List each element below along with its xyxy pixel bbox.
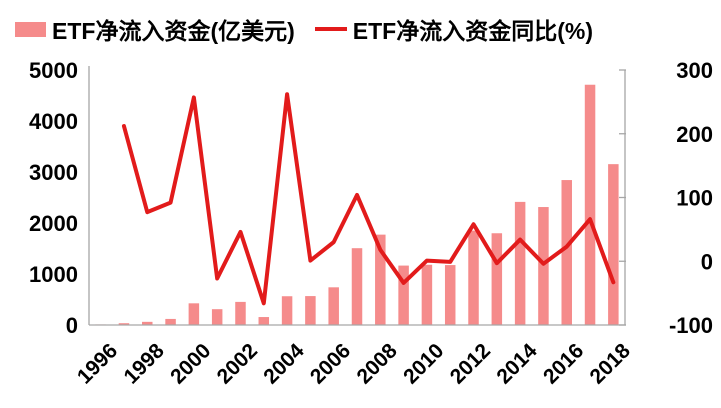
yoy-line bbox=[121, 92, 616, 306]
left-axis-label-2000: 2000 bbox=[29, 211, 78, 236]
bar-series-swatch-icon bbox=[15, 21, 46, 37]
bar-2006 bbox=[328, 287, 339, 325]
bar-2017 bbox=[584, 84, 596, 325]
line-series-swatch-icon bbox=[314, 27, 347, 31]
bar-2010 bbox=[421, 264, 433, 325]
bar-1998 bbox=[142, 321, 153, 325]
bar-series-label: ETF净流入资金(亿美元) bbox=[52, 18, 295, 44]
bar-2016 bbox=[561, 180, 572, 325]
x-axis-label-2010: 2010 bbox=[399, 339, 448, 388]
bar-2011 bbox=[444, 265, 456, 325]
x-axis-label-2004: 2004 bbox=[259, 339, 309, 389]
bar-2004 bbox=[281, 296, 293, 325]
left-axis-label-1000: 1000 bbox=[29, 262, 78, 287]
x-axis-label-2006: 2006 bbox=[306, 339, 355, 388]
bar-2005 bbox=[305, 296, 316, 325]
x-axis-label-2012: 2012 bbox=[446, 339, 495, 388]
bar-2001 bbox=[211, 309, 223, 325]
bar-2018 bbox=[608, 164, 619, 325]
right-axis-label--100: -100 bbox=[669, 313, 713, 338]
bar-2002 bbox=[235, 301, 246, 325]
chart-legend: ETF净流入资金(亿美元) ETF净流入资金同比(%) bbox=[15, 12, 721, 46]
bar-2013 bbox=[491, 233, 503, 325]
x-axis-label-2016: 2016 bbox=[539, 339, 588, 388]
line-series-label: ETF净流入资金同比(%) bbox=[352, 18, 593, 44]
left-axis-label-5000: 5000 bbox=[29, 58, 78, 83]
x-axis-label-2008: 2008 bbox=[353, 339, 403, 389]
bar-2008 bbox=[375, 234, 386, 325]
bar-2000 bbox=[188, 303, 200, 325]
left-axis-label-4000: 4000 bbox=[29, 109, 78, 134]
left-axis-label-0: 0 bbox=[66, 313, 78, 338]
x-axis-label-2002: 2002 bbox=[213, 339, 262, 388]
right-axis-label-0: 0 bbox=[701, 249, 713, 274]
x-axis-label-1998: 1998 bbox=[119, 339, 169, 389]
bar-2014 bbox=[514, 201, 526, 325]
x-axis-label-2000: 2000 bbox=[166, 339, 215, 388]
right-axis-label-200: 200 bbox=[676, 122, 713, 147]
bar-2007 bbox=[351, 248, 363, 325]
bar-1999 bbox=[165, 318, 176, 325]
legend-item-line-series: ETF净流入资金同比(%) bbox=[314, 12, 593, 46]
x-axis-label-1996: 1996 bbox=[73, 339, 122, 388]
x-axis-label-2018: 2018 bbox=[586, 339, 636, 389]
bar-2009 bbox=[398, 265, 409, 325]
right-axis-label-300: 300 bbox=[676, 58, 713, 83]
right-axis-label-100: 100 bbox=[676, 186, 713, 211]
left-axis-label-3000: 3000 bbox=[29, 160, 78, 185]
legend-item-bar-series: ETF净流入资金(亿美元) bbox=[15, 12, 295, 46]
bar-2003 bbox=[258, 317, 270, 325]
bar-2015 bbox=[538, 207, 549, 325]
bar-2012 bbox=[468, 230, 479, 325]
bar-1997 bbox=[118, 323, 130, 325]
x-axis-label-2014: 2014 bbox=[492, 339, 542, 389]
